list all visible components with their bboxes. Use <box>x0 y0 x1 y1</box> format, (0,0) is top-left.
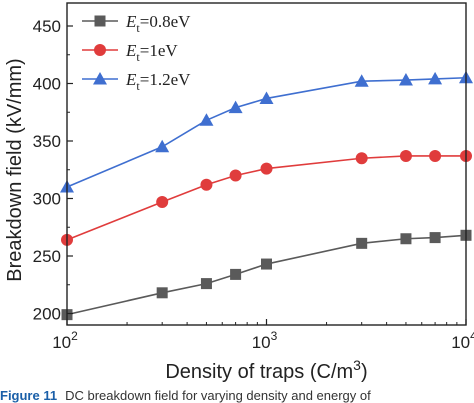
legend-label-value: =1.2eV <box>140 70 191 89</box>
y-tick-label: 450 <box>33 17 61 36</box>
x-tick-label-exponent: 3 <box>271 329 278 343</box>
data-point <box>260 162 273 175</box>
legend-label: Et=0.8eV <box>125 12 191 35</box>
legend-marker <box>94 15 106 27</box>
data-point <box>399 149 412 162</box>
legend-label-value: =0.8eV <box>140 12 191 31</box>
legend-item-2: Et=1eV <box>82 41 178 64</box>
x-tick-label-exponent: 2 <box>71 329 78 343</box>
legend-label-subscript: t <box>136 79 140 93</box>
x-tick-label-base: 10 <box>52 333 71 352</box>
x-axis-title: Density of traps (C/m3) <box>165 357 367 383</box>
data-point <box>428 71 443 85</box>
data-point <box>156 287 168 299</box>
series-1 <box>61 229 472 321</box>
data-point <box>354 74 369 87</box>
legend-item-1: Et=0.8eV <box>82 12 191 35</box>
data-point <box>200 178 213 191</box>
legend-label: Et=1eV <box>125 41 178 64</box>
x-tick-label: 103 <box>252 329 278 352</box>
series-line <box>66 234 467 316</box>
figure-caption: Figure 11 DC breakdown field for varying … <box>0 389 474 403</box>
data-point <box>199 113 214 126</box>
legend-label-symbol: E <box>125 70 137 89</box>
legend-marker <box>93 72 107 85</box>
figure-caption-label: Figure 11 <box>0 389 58 403</box>
figure-caption-text: DC breakdown field for varying density a… <box>65 389 371 403</box>
y-tick-label: 350 <box>33 132 61 151</box>
data-point <box>398 73 413 86</box>
legend-label-subscript: t <box>136 21 140 35</box>
series-2 <box>61 149 472 246</box>
x-axis-title-tail: ) <box>361 361 368 383</box>
data-point <box>355 152 368 165</box>
x-tick-label-exponent: 4 <box>470 329 474 343</box>
legend-label-subscript: t <box>136 50 140 64</box>
data-point <box>156 195 169 208</box>
series-3 <box>60 70 473 193</box>
x-tick-label: 102 <box>52 329 78 352</box>
legend-item-3: Et=1.2eV <box>82 70 191 93</box>
series-layer <box>60 70 473 321</box>
legend-marker <box>94 44 106 56</box>
y-tick-label: 400 <box>33 75 61 94</box>
y-tick-label: 300 <box>33 190 61 209</box>
y-tick-label: 200 <box>33 305 61 324</box>
data-point <box>155 139 170 153</box>
data-point <box>230 268 242 280</box>
data-point <box>429 232 441 244</box>
x-axis-title-text: Density of traps (C/m <box>165 361 353 383</box>
data-point <box>200 278 212 290</box>
y-tick-label: 250 <box>33 247 61 266</box>
data-point <box>400 233 412 245</box>
legend-label-symbol: E <box>125 41 137 60</box>
legend-label: Et=1.2eV <box>125 70 191 93</box>
data-point <box>228 100 243 114</box>
legend-label-symbol: E <box>125 12 137 31</box>
x-axis-title-superscript: 3 <box>353 357 361 373</box>
y-axis-title: Breakdown field (kV/mm) <box>4 58 26 281</box>
data-point <box>429 149 442 162</box>
legend-label-value: =1eV <box>140 41 179 60</box>
data-point <box>229 169 242 182</box>
x-tick-label: 104 <box>451 329 474 352</box>
data-point <box>356 237 368 249</box>
x-tick-label-base: 10 <box>451 333 470 352</box>
data-point <box>261 258 272 270</box>
x-tick-label-base: 10 <box>252 333 271 352</box>
data-point <box>259 91 274 104</box>
